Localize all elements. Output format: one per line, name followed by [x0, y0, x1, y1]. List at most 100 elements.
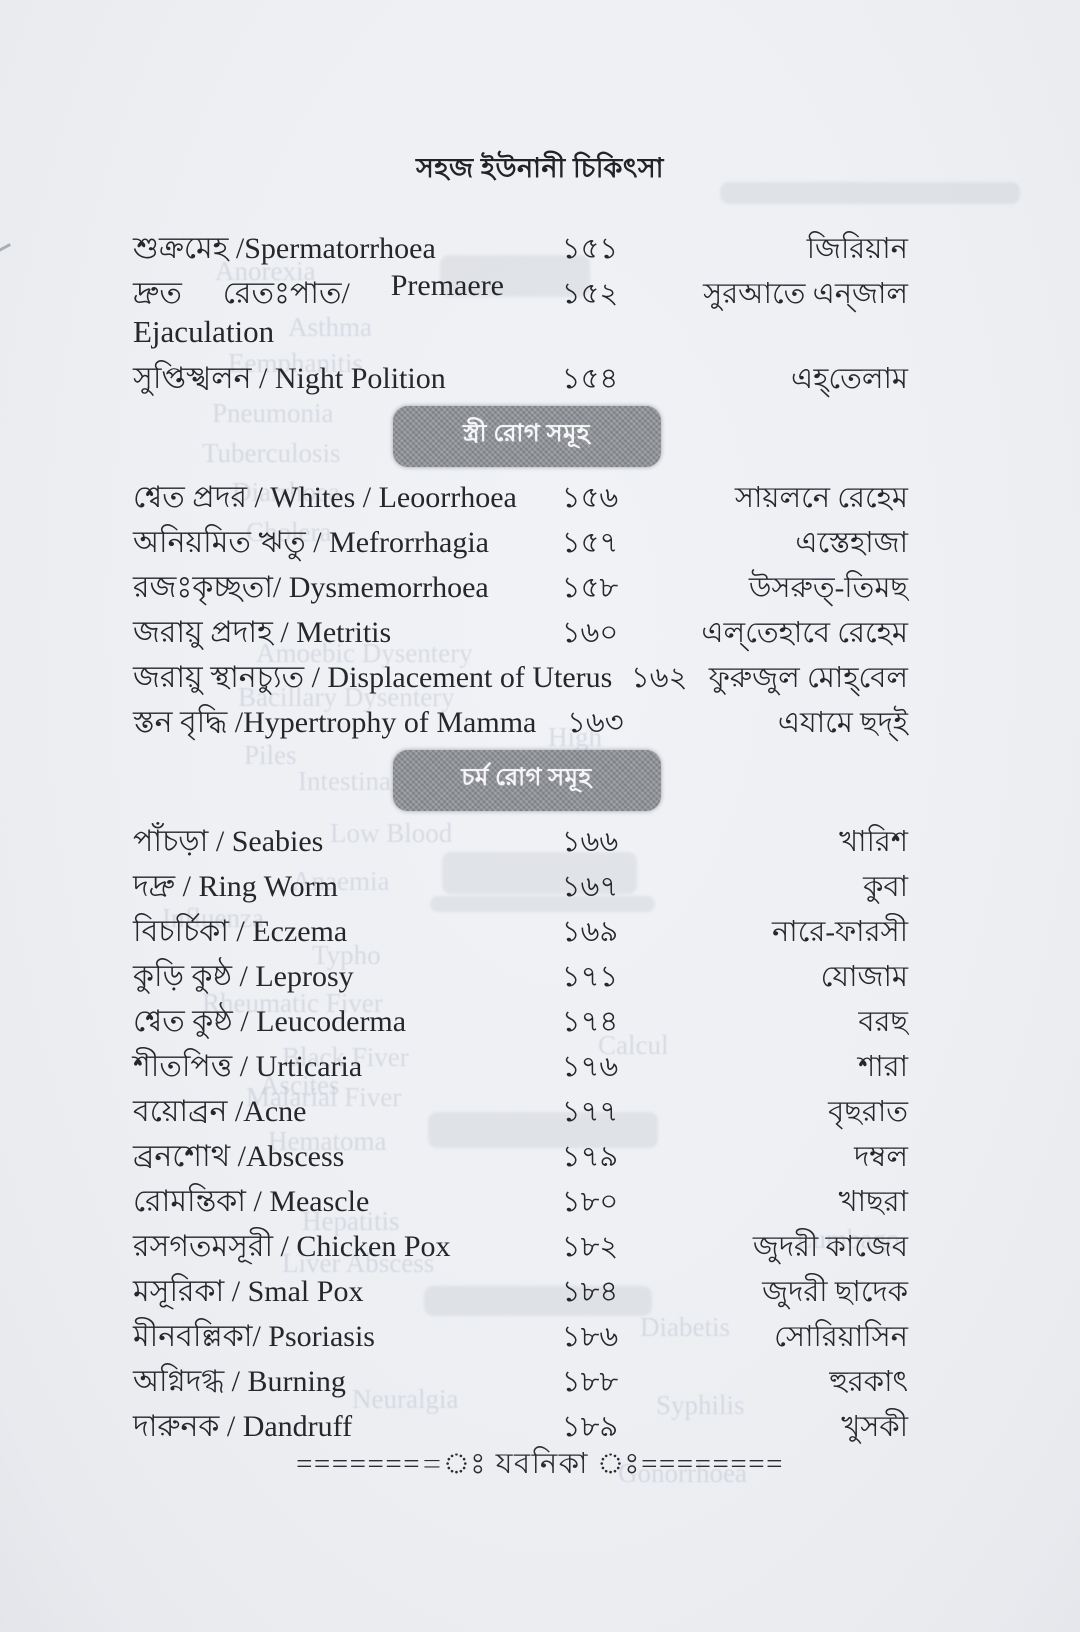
toc-row: জরায়ু স্থানচ্যুত / Displacement of Uter…: [133, 653, 908, 698]
disease-name: অগ্নিদগ্ধ / Burning: [133, 1365, 346, 1398]
page-number: ১৬২: [630, 662, 688, 694]
disease-name: দারুনক / Dandruff: [133, 1410, 353, 1443]
page-number: ১৮০: [561, 1186, 619, 1218]
urdu-name: জিরিয়ান: [806, 233, 908, 265]
page-number: ১৮৬: [561, 1321, 619, 1353]
toc-row: দদ্রু / Ring Worm ১৬৭ কুবা: [133, 862, 908, 907]
disease-name: রসগতমসূরী / Chicken Pox: [133, 1230, 451, 1263]
page-number: ১৫১: [561, 233, 619, 265]
urdu-name: এস্তেহাজা: [795, 527, 908, 559]
disease-name: অনিয়মিত ঋতু / Mefrorrhagia: [133, 526, 489, 559]
toc-row: মসূরিকা / Smal Pox ১৮৪ জুদরী ছাদেক: [133, 1267, 908, 1312]
disease-name: শ্বেত প্রদর / Whites / Leoorrhoea: [133, 481, 517, 514]
urdu-name: বরছ: [858, 1006, 908, 1038]
urdu-name: সুরআতে এন্‌জাল: [703, 278, 908, 310]
toc-row: দারুনক / Dandruff ১৮৯ খুসকী: [133, 1402, 908, 1447]
urdu-name: সায়লনে রেহেম: [734, 482, 908, 514]
toc-row: শীতপিত্ত / Urticaria ১৭৬ শারা: [133, 1042, 908, 1087]
page-number: ১৫৭: [561, 527, 619, 559]
disease-name: বিচর্চিকা / Eczema: [133, 915, 348, 948]
urdu-name: খারিশ: [839, 826, 908, 858]
toc-section-row: চর্ম রোগ সমূহ: [133, 743, 908, 817]
disease-name: জরায়ু স্থানচ্যুত / Displacement of Uter…: [133, 661, 613, 694]
page-number: ১৮২: [561, 1231, 619, 1263]
toc-row: মীনবল্লিকা/ Psoriasis ১৮৬ সোরিয়াসিন: [133, 1312, 908, 1357]
disease-name: শীতপিত্ত / Urticaria: [133, 1050, 363, 1083]
toc-row: সুপ্তিস্খলন / Night Polition ১৫৪ এহ্‌তেলাম: [133, 354, 908, 399]
urdu-name: দম্বল: [854, 1141, 908, 1173]
disease-name: দ্রুত রেতঃপাত/Premaere: [133, 269, 530, 320]
scan-edge-mark: [0, 243, 11, 252]
disease-name: কুড়ি কুষ্ঠ / Leprosy: [133, 960, 354, 993]
page-number: ১৫৪: [561, 363, 619, 395]
disease-name: রোমন্তিকা / Meascle: [133, 1185, 370, 1218]
page-footer: ========ঃ যবনিকা ঃ========: [296, 1448, 784, 1480]
page-number: ১৮৯: [561, 1411, 619, 1443]
urdu-name: বৃছরাত: [828, 1096, 908, 1128]
toc-row: জরায়ু প্রদাহ / Metritis ১৬০ এল্‌তেহাবে রে…: [133, 608, 908, 653]
urdu-name: জুদরী কাজেব: [752, 1231, 908, 1263]
page-number: ১৭৭: [561, 1096, 619, 1128]
urdu-name: জুদরী ছাদেক: [762, 1276, 908, 1308]
toc-row: কুড়ি কুষ্ঠ / Leprosy ১৭১ যোজাম: [133, 952, 908, 997]
disease-name-part: রেতঃপাত/: [222, 277, 350, 310]
urdu-name: যোজাম: [820, 961, 908, 993]
page-number: ১৫৮: [561, 572, 619, 604]
disease-name: স্তন বৃদ্ধি /Hypertrophy of Mamma: [133, 706, 537, 739]
toc-row: স্তন বৃদ্ধি /Hypertrophy of Mamma ১৬৩ এযাম…: [133, 698, 908, 743]
page-number: ১৬৩: [567, 707, 624, 739]
toc-row: রজঃকৃচ্ছতা/ Dysmemorrhoea ১৫৮ উসরুত্-তিমছ: [133, 563, 908, 608]
toc-list: শুক্রমেহ /Spermatorrhoea ১৫১ জিরিয়ান দ্রুত…: [133, 224, 908, 1447]
disease-name: ব্রনশোথ /Abscess: [133, 1140, 345, 1173]
page-title: সহজ ইউনানী চিকিৎসা: [415, 153, 665, 183]
page-number: ১৮৪: [561, 1276, 619, 1308]
disease-name: শুক্রমেহ /Spermatorrhoea: [133, 232, 436, 265]
urdu-name: এহ্‌তেলাম: [791, 363, 908, 395]
toc-row: বিচর্চিকা / Eczema ১৬৯ নারে-ফারসী: [133, 907, 908, 952]
disease-name: দদ্রু / Ring Worm: [133, 870, 339, 903]
page-number: ১৭৬: [561, 1051, 619, 1083]
page-number: ১৭৯: [561, 1141, 619, 1173]
page-number: ১৫২: [561, 278, 619, 310]
disease-name: সুপ্তিস্খলন / Night Polition: [133, 362, 446, 395]
toc-row: শ্বেত কুষ্ঠ / Leucoderma ১৭৪ বরছ: [133, 997, 908, 1042]
urdu-name: শারা: [858, 1051, 908, 1083]
toc-row: অগ্নিদগ্ধ / Burning ১৮৮ হুরকাৎ: [133, 1357, 908, 1402]
urdu-name: ফুরুজুল মোহ্‌বেল: [708, 662, 908, 694]
page-number: ১৫৬: [561, 482, 619, 514]
disease-name: জরায়ু প্রদাহ / Metritis: [133, 616, 392, 649]
disease-name-continuation: Ejaculation: [133, 314, 275, 349]
page-number: ১৭১: [561, 961, 619, 993]
toc-row-continuation: Ejaculation: [133, 314, 908, 354]
toc-section-row: স্ত্রী রোগ সমূহ: [133, 399, 908, 473]
urdu-name: উসরুত্-তিমছ: [748, 572, 908, 604]
page-number: ১৬৬: [561, 826, 619, 858]
toc-row: অনিয়মিত ঋতু / Mefrorrhagia ১৫৭ এস্তেহাজা: [133, 518, 908, 563]
urdu-name: খাছরা: [838, 1186, 908, 1218]
toc-row: বয়োব্রন /Acne ১৭৭ বৃছরাত: [133, 1087, 908, 1132]
disease-name-part: Premaere: [390, 269, 504, 302]
toc-row: ব্রনশোথ /Abscess ১৭৯ দম্বল: [133, 1132, 908, 1177]
disease-name: মসূরিকা / Smal Pox: [133, 1275, 364, 1308]
disease-name: বয়োব্রন /Acne: [133, 1095, 307, 1128]
toc-row: শ্বেত প্রদর / Whites / Leoorrhoea ১৫৬ সায়…: [133, 473, 908, 518]
section-badge: চর্ম রোগ সমূহ: [393, 750, 661, 811]
toc-row: দ্রুত রেতঃপাত/Premaere ১৫২ সুরআতে এন্‌জাল: [133, 269, 908, 314]
urdu-name: খুসকী: [841, 1411, 908, 1443]
page-number: ১৮৮: [561, 1366, 619, 1398]
urdu-name: সোরিয়াসিন: [774, 1321, 908, 1353]
page-number: ১৭৪: [561, 1006, 619, 1038]
toc-row: শুক্রমেহ /Spermatorrhoea ১৫১ জিরিয়ান: [133, 224, 908, 269]
urdu-name: এল্‌তেহাবে রেহেম: [701, 617, 908, 649]
disease-name: রজঃকৃচ্ছতা/ Dysmemorrhoea: [133, 571, 489, 604]
disease-name-part: দ্রুত: [133, 277, 182, 310]
toc-row: রোমন্তিকা / Meascle ১৮০ খাছরা: [133, 1177, 908, 1222]
urdu-name: এযামে ছদ্‌ই: [777, 707, 908, 739]
toc-row: রসগতমসূরী / Chicken Pox ১৮২ জুদরী কাজেব: [133, 1222, 908, 1267]
disease-name: মীনবল্লিকা/ Psoriasis: [133, 1320, 375, 1353]
urdu-name: নারে-ফারসী: [772, 916, 908, 948]
toc-row: পাঁচড়া / Seabies ১৬৬ খারিশ: [133, 817, 908, 862]
page-number: ১৬৭: [561, 871, 619, 903]
disease-name: শ্বেত কুষ্ঠ / Leucoderma: [133, 1005, 407, 1038]
